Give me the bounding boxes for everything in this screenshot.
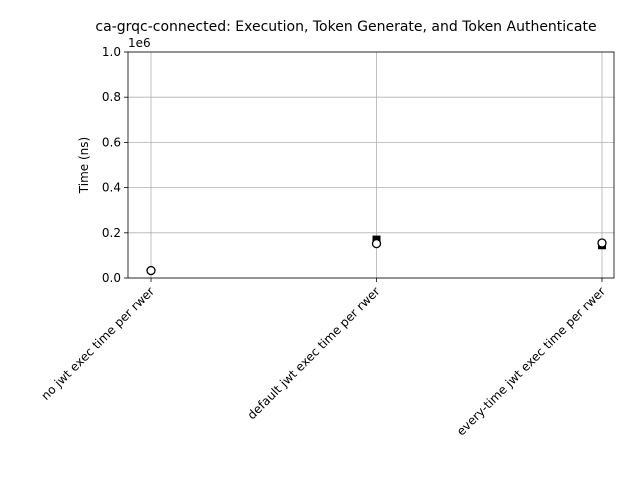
y-tick-label-4: 0.8 bbox=[102, 90, 121, 104]
data-point-s1-0 bbox=[146, 265, 156, 276]
x-tick-label-2: every-time jwt exec time per rwer bbox=[454, 284, 608, 438]
y-tick-label-0: 0.0 bbox=[102, 271, 121, 285]
chart-title: ca-grqc-connected: Execution, Token Gene… bbox=[95, 19, 596, 35]
grid-lines bbox=[128, 51, 614, 279]
y-axis-label: Time (ns) bbox=[77, 137, 91, 194]
data-points bbox=[146, 235, 607, 276]
y-tick-label-5: 1.0 bbox=[102, 45, 121, 59]
y-tick-label-1: 0.2 bbox=[102, 226, 121, 240]
x-tick-label-0: no jwt exec time per rwer bbox=[38, 284, 157, 403]
tick-labels: 0.0 0.2 0.4 0.6 0.8 1.0 no jwt exec time per r… bbox=[38, 45, 608, 438]
y-tick-label-3: 0.6 bbox=[102, 135, 121, 149]
axes bbox=[124, 51, 615, 282]
plot-frame bbox=[127, 51, 615, 279]
x-tick-label-1: default jwt exec time per rwer bbox=[245, 284, 383, 422]
data-point-s1-1 bbox=[371, 238, 382, 249]
y-tick-label-2: 0.4 bbox=[102, 181, 121, 195]
data-point-s1-2 bbox=[597, 238, 607, 248]
y-axis-offset-label: 1e6 bbox=[128, 36, 151, 50]
